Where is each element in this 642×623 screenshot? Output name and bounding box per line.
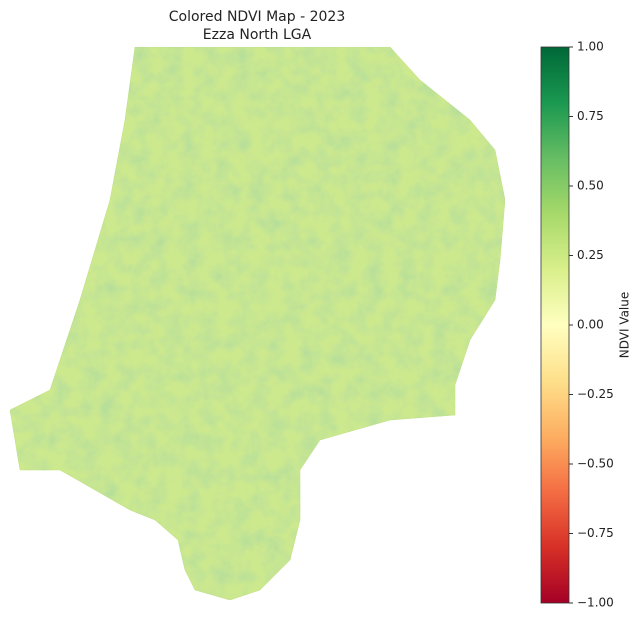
region-ndvi bbox=[9, 46, 506, 601]
subtitle: Ezza North LGA bbox=[203, 27, 312, 43]
colorbar-tick-label: 0.25 bbox=[577, 248, 604, 262]
title: Colored NDVI Map - 2023 bbox=[169, 9, 345, 25]
colorbar-tick-label: −0.50 bbox=[577, 457, 614, 471]
colorbar bbox=[540, 46, 570, 604]
colorbar-label: NDVI Value bbox=[618, 292, 632, 359]
colorbar-tick-label: −0.75 bbox=[577, 526, 614, 540]
colorbar-tick-label: −0.25 bbox=[577, 387, 614, 401]
colorbar-tick-label: 0.50 bbox=[577, 179, 604, 193]
colorbar-tick-label: 0.00 bbox=[577, 318, 604, 332]
colorbar-tick-label: −1.00 bbox=[577, 596, 614, 610]
colorbar-tick-label: 0.75 bbox=[577, 109, 604, 123]
colorbar-tick-label: 1.00 bbox=[577, 40, 604, 54]
